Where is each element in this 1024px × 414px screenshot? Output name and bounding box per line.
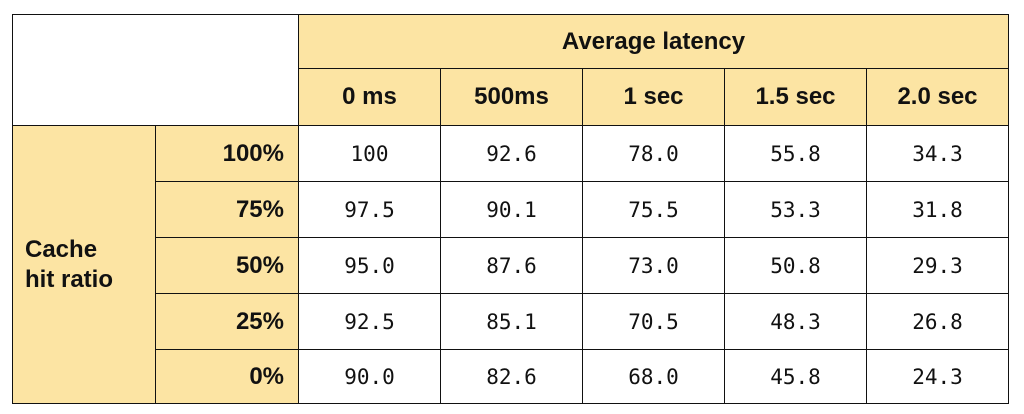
value-cell: 92.6 — [440, 125, 583, 182]
data-row: 0% 90.0 82.6 68.0 45.8 24.3 — [13, 349, 1009, 404]
column-header: 2.0 sec — [866, 68, 1009, 126]
data-row: 25% 92.5 85.1 70.5 48.3 26.8 — [13, 293, 1009, 350]
value-cell: 31.8 — [866, 181, 1009, 238]
row-label: 0% — [155, 349, 299, 404]
value-cell: 100 — [298, 125, 441, 182]
column-header: 1.5 sec — [724, 68, 867, 126]
value-cell: 75.5 — [582, 181, 725, 238]
value-cell: 82.6 — [440, 349, 583, 404]
value-cell: 55.8 — [724, 125, 867, 182]
value-cell: 53.3 — [724, 181, 867, 238]
row-group-line: hit ratio — [25, 265, 113, 293]
value-cell: 90.0 — [298, 349, 441, 404]
data-row: Cache hit ratio 100% 100 92.6 78.0 55.8 34.3 — [12, 125, 1009, 404]
table-body: Average latency 0 ms 500ms 1 sec 1.5 sec 2.0 … — [12, 14, 1009, 404]
value-cell: 68.0 — [582, 349, 725, 404]
row-label: 100% — [155, 125, 299, 182]
value-cell: 92.5 — [298, 293, 441, 350]
column-header: 1 sec — [582, 68, 725, 126]
top-header: Average latency — [298, 14, 1009, 69]
corner-cell — [12, 14, 299, 126]
data-row: 50% 95.0 87.6 73.0 50.8 29.3 — [13, 237, 1009, 294]
column-header: 500ms — [440, 68, 583, 126]
row-group-header: Cache hit ratio — [12, 125, 156, 404]
value-cell: 29.3 — [866, 237, 1009, 294]
data-row: 75% 97.5 90.1 75.5 53.3 31.8 — [13, 181, 1009, 238]
row-label: 25% — [155, 293, 299, 350]
value-cell: 34.3 — [866, 125, 1009, 182]
value-cell: 87.6 — [440, 237, 583, 294]
value-cell: 73.0 — [582, 237, 725, 294]
value-cell: 24.3 — [866, 349, 1009, 404]
value-cell: 50.8 — [724, 237, 867, 294]
value-cell: 90.1 — [440, 181, 583, 238]
value-cell: 26.8 — [866, 293, 1009, 350]
value-cell: 48.3 — [724, 293, 867, 350]
header-row: Average latency — [12, 14, 1009, 126]
value-cell: 45.8 — [724, 349, 867, 404]
row-label: 50% — [155, 237, 299, 294]
latency-table: Average latency 0 ms 500ms 1 sec 1.5 sec 2.0 … — [12, 14, 1009, 404]
value-cell: 70.5 — [582, 293, 725, 350]
value-cell: 78.0 — [582, 125, 725, 182]
header-row: 0 ms 500ms 1 sec 1.5 sec 2.0 sec — [13, 68, 1009, 126]
value-cell: 97.5 — [298, 181, 441, 238]
column-header: 0 ms — [298, 68, 441, 126]
row-label: 75% — [155, 181, 299, 238]
row-group-line: Cache — [25, 235, 98, 263]
value-cell: 95.0 — [298, 237, 441, 294]
value-cell: 85.1 — [440, 293, 583, 350]
